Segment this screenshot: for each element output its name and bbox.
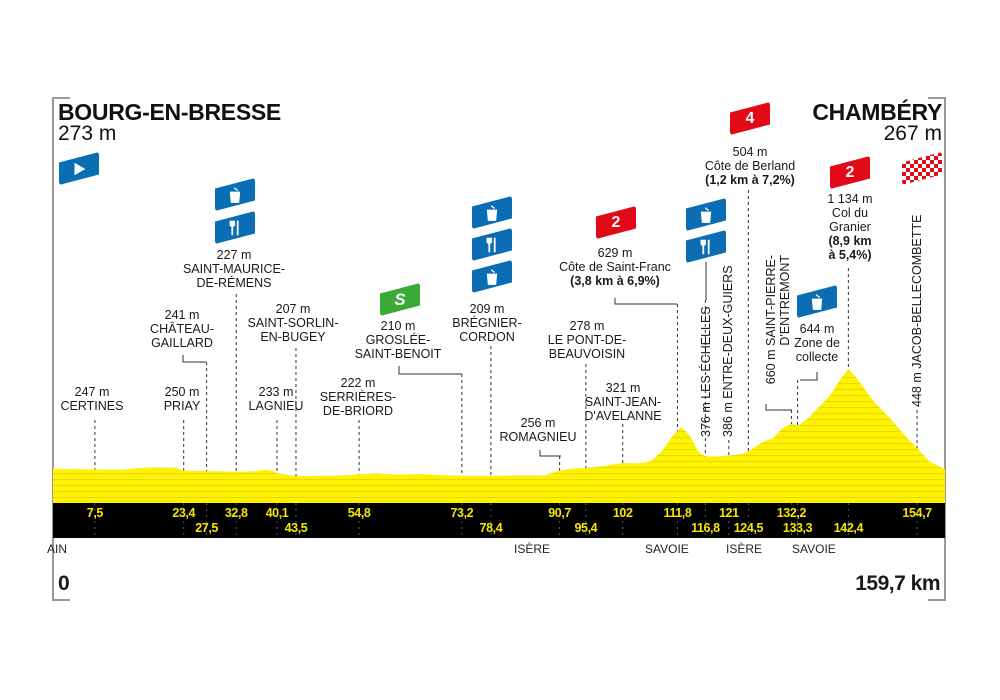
waypoint-romagnieu: 256 m ROMAGNIEU (499, 416, 577, 444)
km-marker-label: 142,4 (833, 521, 864, 535)
km-band (53, 503, 945, 538)
bracket-chateau-gaillard (182, 355, 206, 363)
waypoint-saint-maurice: 227 m SAINT-MAURICE- DE-RÉMENS (182, 248, 286, 290)
waypoint-certines: 247 m CERTINES (60, 385, 124, 413)
km-marker-label: 54,8 (347, 506, 371, 520)
waypoint-zone-de-collecte: 644 m Zone de collecte (794, 322, 840, 364)
department-savoie: SAVOIE (792, 542, 836, 556)
km-marker-label: 102 (612, 506, 633, 520)
frame-left (52, 97, 70, 601)
department-isere: ISÈRE (514, 542, 551, 556)
distance-start: 0 (58, 572, 70, 595)
bracket-zone-collecte (800, 372, 818, 381)
km-marker-label: 121 (719, 506, 739, 520)
waypoint-chateau-gaillard: 241 m CHÂTEAU- GAILLARD (150, 308, 214, 350)
waypoint-serrieres: 222 m SERRIÈRES- DE-BRIORD (319, 376, 397, 418)
waypoint-saint-pierre-dentremont: 660 m SAINT-PIERRE- D'ENTREMONT (764, 255, 792, 385)
start-altitude: 273 m (58, 122, 117, 145)
climb-cote-de-berland: 504 m Côte de Berland (1,2 km à 7,2%) (704, 145, 796, 187)
bracket-saint-pierre (765, 404, 792, 411)
km-marker-label: 116,8 (691, 521, 720, 535)
km-marker-label: 32,8 (224, 506, 248, 520)
department-ain: AIN (47, 542, 68, 556)
climb-cote-de-saint-franc: 629 m Côte de Saint-Franc (3,8 km à 6,9%… (559, 246, 671, 288)
frame-right (928, 97, 946, 601)
climb-col-du-granier: 1 134 m Col du Granier (8,9 km à 5,4%) (827, 192, 873, 262)
waypoint-jacob-bellecombette: 448 m JACOB-BELLECOMBETTE (910, 214, 924, 407)
bracket-saint-franc (614, 298, 677, 305)
start-town: BOURG-EN-BRESSE (58, 99, 281, 125)
elevation-profile (53, 369, 945, 503)
km-marker-label: 40,1 (265, 506, 289, 520)
waypoint-lagnieu: 233 m LAGNIEU (248, 385, 304, 413)
km-marker-label: 133,3 (782, 521, 813, 535)
km-marker-label: 154,7 (902, 506, 932, 520)
waypoint-entre-deux-guiers: 386 m ENTRE-DEUX-GUIERS (721, 265, 735, 437)
distance-total: 159,7 km (855, 572, 940, 595)
waypoint-groslee: 210 m GROSLÉE- SAINT-BENOIT (354, 319, 442, 361)
waypoint-pont-de-beauvoisin: 278 m LE PONT-DE- BEAUVOISIN (547, 319, 627, 361)
waypoint-bregnier-cordon: 209 m BRÉGNIER- CORDON (452, 302, 522, 344)
department-savoie: SAVOIE (645, 542, 689, 556)
waypoint-saint-sorlin: 207 m SAINT-SORLIN- EN-BUGEY (247, 302, 339, 344)
km-marker-label: 7,5 (86, 506, 104, 520)
finish-town: CHAMBÉRY (812, 99, 942, 125)
km-marker-label: 78,4 (479, 521, 503, 535)
km-marker-label: 23,4 (172, 506, 196, 520)
km-marker-label: 111,8 (663, 506, 692, 520)
km-marker-label: 132,2 (776, 506, 807, 520)
km-marker-label: 90,7 (548, 506, 571, 520)
waypoint-les-echelles: 376 m LES ÉCHELLES (699, 306, 713, 437)
km-marker-label: 95,4 (574, 521, 598, 535)
waypoint-priay: 250 m PRIAY (163, 385, 201, 413)
km-marker-label: 73,2 (450, 506, 474, 520)
km-marker-label: 124,5 (733, 521, 764, 535)
km-marker-label: 27,5 (195, 521, 218, 535)
finish-altitude: 267 m (883, 122, 942, 145)
bracket-groslee (398, 366, 462, 375)
waypoint-saint-jean: 321 m SAINT-JEAN- D'AVELANNE (584, 381, 662, 423)
km-marker-label: 43,5 (284, 521, 308, 535)
bracket-romagnieu (539, 450, 561, 457)
department-isere: ISÈRE (726, 542, 763, 556)
